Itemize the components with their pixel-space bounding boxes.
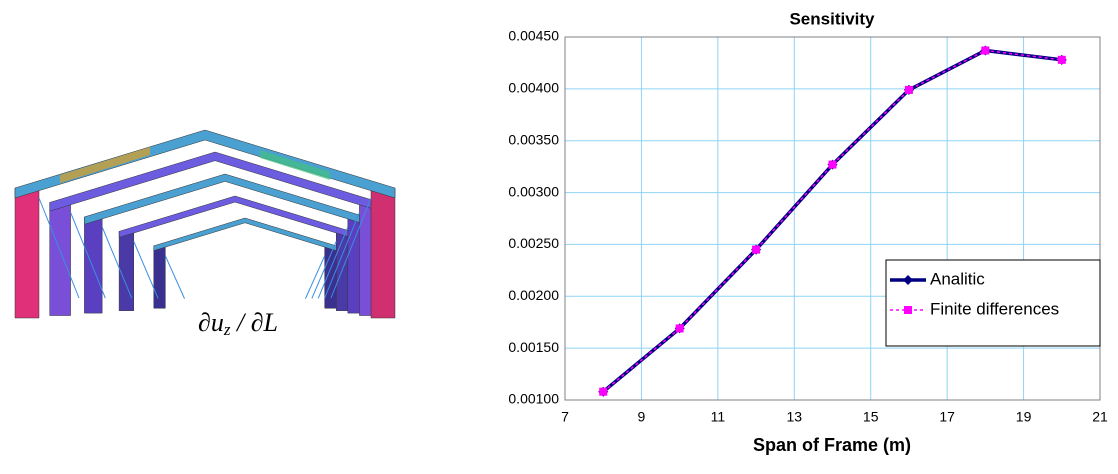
rafter-highlight bbox=[60, 147, 150, 183]
frame-left-column bbox=[118, 231, 134, 311]
bracing bbox=[133, 241, 159, 299]
y-tick-label: 0.00450 bbox=[508, 28, 559, 44]
x-tick-label: 9 bbox=[638, 409, 646, 425]
frame-left-column bbox=[49, 202, 71, 316]
bracing bbox=[70, 212, 106, 299]
bracing bbox=[330, 197, 372, 299]
frame-rafter bbox=[14, 129, 396, 199]
chart-title: Sensitivity bbox=[789, 9, 875, 28]
frame-illustration bbox=[14, 129, 396, 319]
marker bbox=[981, 46, 990, 55]
marker bbox=[752, 245, 761, 254]
y-tick-label: 0.00100 bbox=[508, 391, 559, 407]
plot-frame bbox=[564, 36, 1101, 401]
marker bbox=[828, 160, 837, 169]
x-tick-label: 17 bbox=[939, 409, 955, 425]
y-tick-label: 0.00200 bbox=[508, 287, 559, 303]
marker bbox=[675, 324, 684, 333]
y-tick-label: 0.00250 bbox=[508, 235, 559, 251]
bracing bbox=[311, 241, 337, 299]
x-tick-label: 15 bbox=[863, 409, 879, 425]
bracing bbox=[101, 226, 133, 299]
bracing bbox=[164, 255, 185, 299]
frame-left-column bbox=[153, 245, 166, 309]
legend-label: Finite differences bbox=[930, 299, 1059, 318]
y-tick-label: 0.00300 bbox=[508, 183, 559, 199]
x-axis-label: Span of Frame (m) bbox=[753, 435, 911, 455]
legend-label: Analitic bbox=[930, 269, 985, 288]
y-tick-label: 0.00350 bbox=[508, 131, 559, 147]
x-tick-label: 13 bbox=[786, 409, 802, 425]
x-tick-label: 19 bbox=[1016, 409, 1032, 425]
legend-box bbox=[885, 259, 1101, 347]
x-tick-label: 21 bbox=[1092, 409, 1108, 425]
y-tick-label: 0.00400 bbox=[508, 80, 559, 96]
bracing bbox=[38, 197, 80, 299]
marker bbox=[1057, 55, 1066, 64]
frame-left-column bbox=[84, 216, 103, 314]
legend-marker bbox=[904, 306, 912, 314]
marker bbox=[599, 387, 608, 396]
bracing bbox=[324, 212, 360, 299]
legend-marker bbox=[903, 275, 913, 285]
formula-subscript: z bbox=[223, 320, 231, 339]
marker bbox=[904, 85, 913, 94]
y-tick-label: 0.00150 bbox=[508, 339, 559, 355]
formula-main: ∂u bbox=[198, 308, 224, 337]
formula-rest: / ∂L bbox=[230, 308, 278, 337]
bracing bbox=[317, 226, 349, 299]
formula: ∂uz / ∂L bbox=[198, 308, 278, 339]
x-tick-label: 11 bbox=[711, 409, 726, 425]
bracing bbox=[305, 255, 326, 299]
frame-left-column bbox=[14, 187, 40, 319]
rafter-highlight bbox=[260, 150, 330, 180]
frame-right-column bbox=[370, 187, 396, 319]
x-tick-label: 7 bbox=[561, 409, 569, 425]
